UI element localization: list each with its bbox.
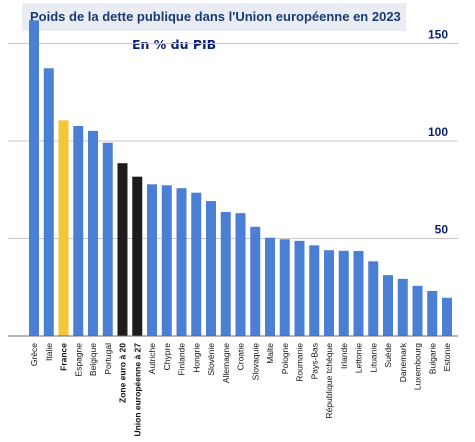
bar <box>383 275 393 336</box>
category-label: Irlande <box>339 343 349 369</box>
bar <box>294 240 305 336</box>
bar <box>412 285 423 336</box>
y-tick-labels: 50 100 150 <box>428 28 448 237</box>
bar <box>309 245 320 336</box>
category-label: Grèce <box>29 343 39 366</box>
category-label: Lettonie <box>354 343 364 374</box>
category-label: Italie <box>44 343 54 361</box>
category-label: France <box>59 343 69 371</box>
category-label: Pologne <box>280 343 290 374</box>
bar <box>132 176 143 336</box>
bar <box>206 201 216 336</box>
y-tick-label: 100 <box>428 125 448 139</box>
category-label: Chypre <box>162 343 172 371</box>
bar <box>176 188 187 336</box>
bar <box>102 142 113 336</box>
category-label: Belgique <box>88 343 98 376</box>
category-label: Luxembourg <box>413 343 423 391</box>
category-labels: Grèce Italie France Espagne Belgique Portugal… <box>29 342 452 436</box>
bar <box>338 250 349 336</box>
bar <box>442 297 452 336</box>
bars <box>29 20 452 336</box>
category-label: Danemark <box>398 342 408 382</box>
y-tick-label: 150 <box>428 28 448 42</box>
category-label: Estonie <box>442 343 452 372</box>
chart-title: Poids de la dette publique dans l'Union … <box>22 3 406 31</box>
category-label: Portugal <box>103 343 113 375</box>
category-label: Espagne <box>73 343 83 377</box>
category-label: Roumanie <box>295 343 305 382</box>
bar <box>265 237 275 336</box>
chart-subtitle: En % du PIB <box>132 37 217 52</box>
bar <box>220 211 231 336</box>
category-label: Slovaquie <box>250 343 260 381</box>
category-label: Finlande <box>177 343 187 376</box>
bar <box>58 120 69 336</box>
category-label: Hongrie <box>191 343 201 373</box>
bar <box>43 68 54 336</box>
bar <box>147 184 157 336</box>
category-label: Malte <box>265 343 275 364</box>
bar <box>324 250 334 336</box>
category-label: Zone euro à 20 <box>118 343 128 403</box>
category-label: République tchèque <box>324 343 334 419</box>
bar <box>353 250 364 336</box>
category-label: Pays-Bas <box>309 343 319 379</box>
bar <box>250 226 261 336</box>
bar <box>88 130 98 336</box>
bar <box>191 192 202 336</box>
category-label: Suède <box>383 343 393 368</box>
bar <box>279 239 290 336</box>
bar <box>368 261 379 336</box>
category-label: Slovénie <box>206 343 216 376</box>
y-tick-label: 50 <box>435 223 449 237</box>
category-label: Autriche <box>147 343 157 374</box>
bar <box>117 163 128 336</box>
category-label: Allemagne <box>221 343 231 383</box>
category-label: Croatie <box>236 343 246 371</box>
bar <box>397 278 408 336</box>
bar <box>235 213 246 336</box>
bar <box>427 290 438 336</box>
category-label: Union européenne à 27 <box>132 343 142 437</box>
category-label: Bulgarie <box>427 343 437 374</box>
category-label: Lituanie <box>368 343 378 373</box>
bar <box>29 20 39 336</box>
bar <box>73 125 84 336</box>
bar <box>161 185 172 336</box>
